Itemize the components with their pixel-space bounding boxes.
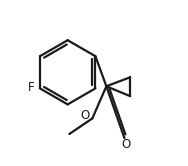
Text: F: F	[27, 81, 34, 94]
Text: O: O	[121, 138, 130, 151]
Text: O: O	[80, 109, 89, 122]
